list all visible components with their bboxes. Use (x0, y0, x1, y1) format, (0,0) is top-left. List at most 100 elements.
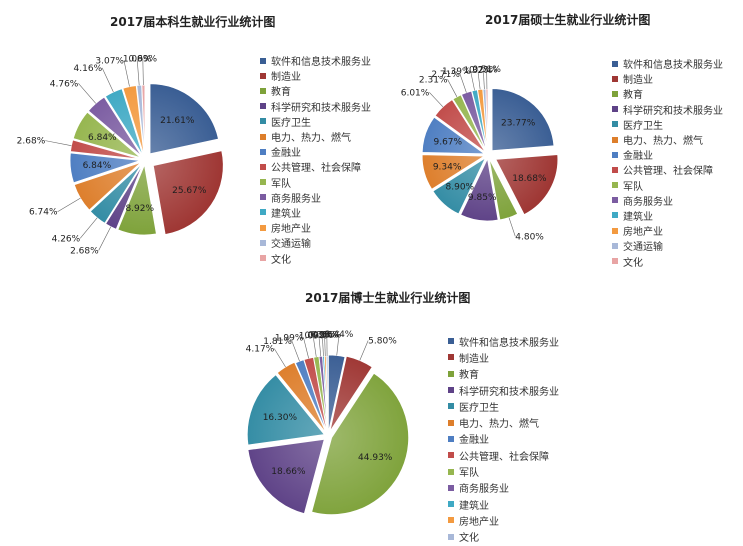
pie-slice (69, 152, 141, 184)
data-label: 3.44% (325, 330, 354, 340)
legend-swatch (612, 227, 618, 234)
legend-item: 公共管理、社会保障 (612, 162, 723, 177)
legend-swatch (260, 118, 266, 125)
legend-label: 建筑业 (459, 500, 489, 512)
pie-plot-area: 3.44%5.80%44.93%18.66%16.30%4.17%1.81%1.… (246, 330, 409, 516)
pie-plot-area: 21.61% 25.67% 8.92% 2.68% 4.26% 6.74% 6.84% 2.6… (17, 54, 224, 256)
legend-swatch (448, 387, 454, 394)
data-label: 2.71% (431, 70, 460, 80)
legend-label: 交通运输 (623, 242, 663, 254)
legend-item: 商务服务业 (260, 190, 371, 205)
legend-item: 教育 (260, 83, 371, 98)
legend-label: 医疗卫生 (623, 120, 663, 132)
leader-line (142, 58, 144, 86)
legend-swatch (260, 57, 266, 64)
legend-item: 军队 (612, 178, 723, 193)
data-label: 25.67% (172, 186, 207, 196)
legend-label: 医疗卫生 (459, 402, 499, 414)
legend-item: 电力、热力、燃气 (448, 414, 559, 430)
data-label: 4.26% (52, 234, 81, 244)
legend-label: 公共管理、社会保障 (459, 451, 549, 463)
leader-line (274, 348, 286, 368)
data-label: 3.07% (95, 57, 124, 67)
legend-item: 金融业 (448, 431, 559, 447)
legend-item: 房地产业 (612, 223, 723, 238)
legend-item: 建筑业 (448, 496, 559, 512)
leader-line (429, 92, 444, 108)
data-label: 44.93% (358, 453, 393, 463)
data-label: 18.66% (271, 467, 306, 477)
legend-label: 医疗卫生 (271, 117, 311, 129)
pie-slice (491, 88, 555, 152)
data-label: 8.92% (125, 204, 154, 214)
leader-line (459, 73, 467, 93)
pie-slice (421, 116, 486, 155)
data-label: 1.09% (299, 332, 328, 342)
doctor-industry-pie-chart: 2017届博士生就业行业统计图 3.44% 5.80% 44.93% 18.66% 16… (190, 280, 640, 546)
legend-swatch (448, 452, 454, 459)
legend-item: 教育 (612, 86, 723, 101)
legend-swatch (448, 419, 454, 426)
leader-line (321, 334, 324, 357)
leader-line (312, 335, 317, 357)
legend-swatch (448, 501, 454, 508)
data-label: 9.34% (433, 162, 462, 172)
legend-label: 文化 (271, 254, 291, 266)
data-label: 2.68% (17, 137, 46, 147)
legend-item: 软件和信息技术服务业 (612, 56, 723, 71)
legend-item: 公共管理、社会保障 (448, 447, 559, 463)
leader-line (136, 58, 140, 86)
legend-label: 金融业 (459, 435, 489, 447)
bachelor-industry-pie-chart: 2017届本科生就业行业统计图 21.61% 25.67% 8.92% 2.68% 4.… (0, 0, 380, 275)
pie-slice (460, 90, 488, 152)
legend-swatch (260, 148, 266, 155)
pie-slice (325, 355, 329, 434)
chart-legend: 软件和信息技术服务业 制造业 教育 科学研究和技术服务业 医疗卫生 电力、热力、燃气 金融业… (448, 333, 559, 545)
legend-label: 科学研究和技术服务业 (623, 105, 723, 117)
legend-swatch (260, 72, 266, 79)
legend-swatch (448, 517, 454, 524)
leader-line (447, 79, 458, 97)
legend-swatch (448, 533, 454, 540)
pie-slice (276, 361, 327, 433)
data-label: 0.36% (308, 331, 337, 341)
legend-label: 建筑业 (271, 208, 301, 220)
legend-swatch (260, 255, 266, 262)
data-label: 0.73% (469, 65, 498, 75)
legend-swatch (612, 151, 618, 158)
pie-slice (432, 156, 487, 215)
leader-line (78, 83, 97, 104)
legend-swatch (448, 435, 454, 442)
pie-slice (149, 83, 219, 155)
legend-item: 科学研究和技术服务业 (260, 99, 371, 114)
chart-legend: 软件和信息技术服务业 制造业 教育 科学研究和技术服务业 医疗卫生 电力、热力、燃气 金融业… (612, 56, 723, 269)
data-label: 8.90% (446, 183, 475, 193)
legend-item: 交通运输 (612, 238, 723, 253)
leader-line (359, 340, 369, 361)
legend-swatch (260, 239, 266, 246)
legend-swatch (612, 166, 618, 173)
legend-item: 建筑业 (612, 208, 723, 223)
data-label: 0.69% (129, 54, 158, 64)
leader-line (101, 67, 114, 93)
legend-swatch (612, 136, 618, 143)
data-label: 6.84% (88, 133, 117, 143)
legend-label: 制造业 (271, 72, 301, 84)
legend-label: 软件和信息技术服务业 (459, 337, 559, 349)
data-label: 4.16% (74, 64, 103, 74)
legend-item: 建筑业 (260, 205, 371, 220)
legend-swatch (260, 163, 266, 170)
data-label: 0.72% (305, 331, 334, 341)
legend-item: 医疗卫生 (260, 114, 371, 129)
pie-plot-area: 23.77% 18.68% 4.80% 9.85%8.90% 9.34% 9.67% 6.0… (401, 65, 559, 242)
legend-label: 军队 (459, 468, 479, 480)
legend-item: 文化 (448, 529, 559, 545)
pie-slice (246, 374, 326, 446)
legend-label: 软件和信息技术服务业 (623, 60, 723, 72)
leader-line (318, 334, 322, 357)
legend-swatch (612, 121, 618, 128)
legend-label: 交通运输 (271, 239, 311, 251)
legend-item: 房地产业 (448, 512, 559, 528)
data-label: 4.17% (246, 345, 275, 355)
legend-item: 制造业 (612, 71, 723, 86)
